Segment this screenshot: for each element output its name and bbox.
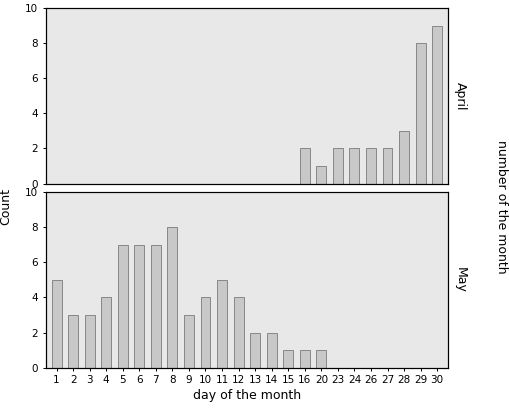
- Bar: [118, 245, 128, 368]
- Bar: [51, 280, 62, 368]
- Bar: [300, 350, 310, 368]
- Bar: [383, 149, 392, 183]
- Bar: [432, 26, 442, 183]
- Bar: [167, 227, 177, 368]
- Bar: [350, 149, 359, 183]
- Bar: [416, 43, 426, 183]
- Text: number of the month: number of the month: [495, 140, 508, 273]
- Bar: [366, 149, 376, 183]
- Bar: [250, 332, 260, 368]
- Bar: [317, 350, 326, 368]
- Bar: [84, 315, 95, 368]
- Bar: [317, 166, 326, 183]
- Bar: [134, 245, 144, 368]
- Bar: [333, 149, 343, 183]
- Y-axis label: April: April: [454, 82, 466, 110]
- Bar: [284, 350, 293, 368]
- Bar: [151, 245, 161, 368]
- Bar: [217, 280, 227, 368]
- Y-axis label: May: May: [454, 267, 466, 293]
- Text: Count: Count: [0, 188, 13, 225]
- Bar: [68, 315, 78, 368]
- Bar: [267, 332, 277, 368]
- Bar: [234, 297, 243, 368]
- Bar: [184, 315, 194, 368]
- Bar: [101, 297, 111, 368]
- Bar: [399, 131, 409, 183]
- Bar: [300, 149, 310, 183]
- X-axis label: day of the month: day of the month: [193, 389, 301, 402]
- Bar: [201, 297, 210, 368]
